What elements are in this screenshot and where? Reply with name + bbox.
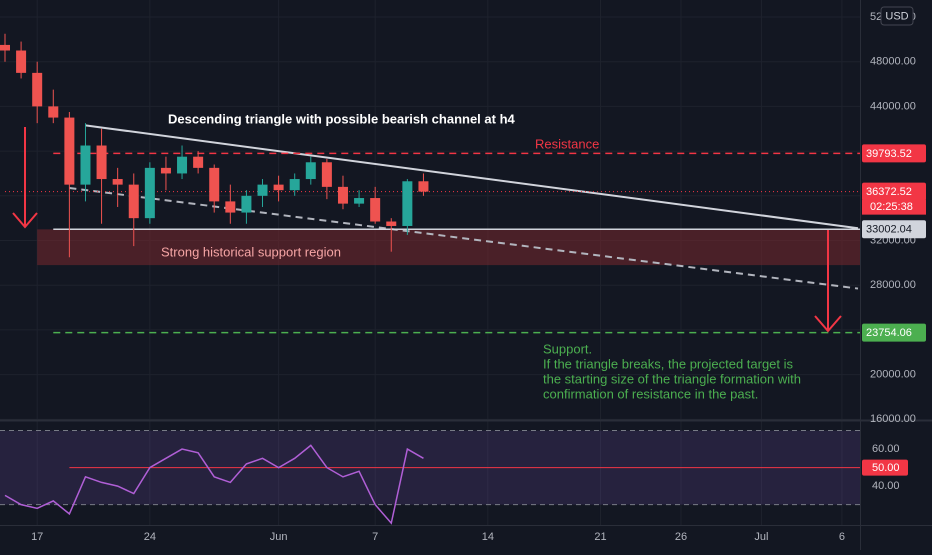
candle-body bbox=[386, 221, 397, 226]
candle-body bbox=[370, 198, 381, 222]
candle-body bbox=[257, 184, 268, 196]
x-tick-label: 26 bbox=[675, 531, 687, 543]
rsi-level-label: 50.00 bbox=[872, 462, 900, 474]
candle-body bbox=[289, 179, 300, 191]
candle-body bbox=[32, 72, 43, 107]
arrow-head bbox=[814, 315, 842, 333]
candle-body bbox=[305, 162, 316, 180]
x-tick-label: 21 bbox=[594, 531, 606, 543]
support-region bbox=[37, 229, 860, 266]
price-tag-label: 33002.04 bbox=[866, 224, 912, 236]
arrow-head bbox=[12, 212, 38, 229]
y-tick-label: 16000.00 bbox=[870, 413, 916, 425]
price-tag-label: 39793.52 bbox=[866, 148, 912, 160]
candle-body bbox=[241, 195, 252, 213]
annotation-support-region: Strong historical support region bbox=[161, 244, 341, 259]
x-tick-label: Jul bbox=[754, 531, 768, 543]
annotation-support: Support. bbox=[543, 341, 592, 356]
x-tick-label: 6 bbox=[839, 531, 845, 543]
candle-body bbox=[209, 167, 220, 202]
rsi-level-tag bbox=[862, 459, 908, 476]
rsi-pane bbox=[0, 430, 860, 525]
candle-body bbox=[402, 181, 413, 226]
trendline bbox=[85, 124, 859, 230]
candle-body bbox=[418, 181, 429, 192]
annotation-support: the starting size of the triangle format… bbox=[543, 371, 801, 386]
candle-body bbox=[128, 184, 139, 219]
price-tag-label: 36372.52 bbox=[866, 186, 912, 198]
annotation-resistance: Resistance bbox=[535, 136, 599, 151]
candle-body bbox=[80, 145, 91, 185]
candle-body bbox=[321, 162, 332, 187]
candle-body bbox=[160, 167, 171, 174]
candle-body bbox=[64, 117, 75, 185]
x-tick-label: 17 bbox=[31, 531, 43, 543]
countdown: 02:25:38 bbox=[870, 201, 913, 213]
price-tag-label: 23754.06 bbox=[866, 327, 912, 339]
annotation-title: Descending triangle with possible bearis… bbox=[168, 111, 516, 126]
currency-badge[interactable] bbox=[880, 6, 914, 26]
rsi-tick-label: 60.00 bbox=[872, 443, 900, 455]
candle-body bbox=[112, 179, 123, 185]
x-tick-label: Jun bbox=[270, 531, 288, 543]
annotation-support: confirmation of resistance in the past. bbox=[543, 386, 758, 401]
countdown-tag bbox=[862, 199, 926, 215]
x-tick-label: 14 bbox=[482, 531, 494, 543]
candle-body bbox=[354, 198, 365, 204]
rsi-line bbox=[4, 444, 424, 525]
candle-body bbox=[48, 106, 59, 118]
y-tick-label: 48000.00 bbox=[870, 56, 916, 68]
price-tag bbox=[862, 220, 926, 239]
y-tick-label: 44000.00 bbox=[870, 100, 916, 112]
rsi-tick-label: 40.00 bbox=[872, 480, 900, 492]
price-tag bbox=[862, 182, 926, 201]
price-pane bbox=[0, 33, 860, 334]
candle-body bbox=[337, 186, 348, 204]
trendline bbox=[69, 186, 859, 290]
price-tag bbox=[862, 323, 926, 342]
y-tick-label: 28000.00 bbox=[870, 279, 916, 291]
annotation-support: If the triangle breaks, the projected ta… bbox=[543, 356, 794, 371]
candle-body bbox=[273, 184, 284, 191]
currency-label: USD bbox=[885, 10, 908, 22]
price-tag bbox=[862, 144, 926, 163]
candle-body bbox=[16, 50, 27, 73]
x-tick-label: 24 bbox=[144, 531, 156, 543]
candle-body bbox=[96, 145, 107, 180]
x-tick-label: 7 bbox=[372, 531, 378, 543]
candle-body bbox=[0, 44, 10, 51]
candle-body bbox=[144, 167, 155, 219]
arrows bbox=[12, 127, 842, 333]
candle-body bbox=[193, 156, 204, 168]
candle-body bbox=[177, 156, 188, 174]
candle-body bbox=[225, 201, 236, 213]
y-tick-label: 20000.00 bbox=[870, 369, 916, 381]
